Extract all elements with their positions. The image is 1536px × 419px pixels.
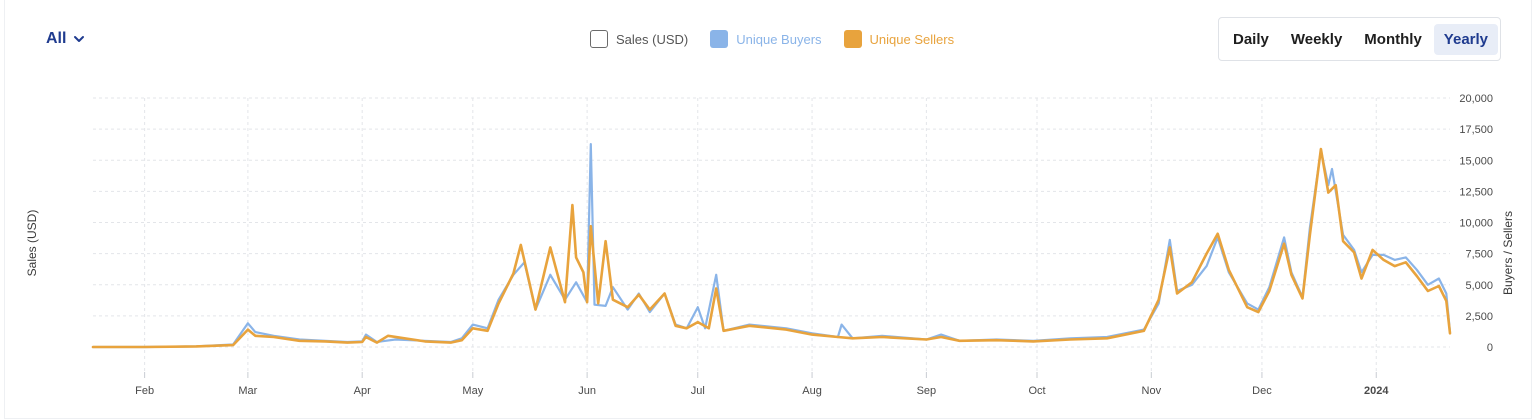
chart-series (91, 143, 1452, 349)
y-tick-label: 15,000 (1459, 155, 1493, 167)
right-axis-title: Buyers / Sellers (1501, 211, 1515, 295)
y-tick-label: 2,500 (1465, 311, 1493, 323)
x-axis-ticks: Feb Mar Apr May Jun Jul Aug Sep Oct Nov Dec 2024 (135, 385, 1389, 397)
x-tick-label: Sep (917, 385, 937, 397)
y-tick-label: 12,500 (1459, 186, 1493, 198)
y-axis-ticks: 20,000 17,500 15,000 12,500 10,000 7,500 5,000… (1459, 93, 1493, 354)
x-tick-label: Aug (802, 385, 822, 397)
range-yearly-button[interactable]: Yearly (1433, 23, 1499, 55)
legend-buyers[interactable]: Unique Buyers (710, 30, 822, 48)
range-weekly-button[interactable]: Weekly (1290, 30, 1343, 48)
left-axis-title: Sales (USD) (25, 210, 39, 277)
range-daily-button[interactable]: Daily (1233, 30, 1269, 48)
x-tick-label: Nov (1142, 385, 1162, 397)
y-tick-label: 20,000 (1459, 93, 1493, 105)
filter-dropdown[interactable]: All (46, 30, 86, 48)
filter-label: All (46, 30, 67, 47)
sellers-line (91, 147, 1452, 349)
legend-sellers-label: Unique Sellers (869, 31, 955, 47)
chevron-down-icon (74, 36, 85, 42)
y-tick-label: 7,500 (1465, 249, 1493, 261)
buyers-swatch[interactable] (710, 30, 729, 48)
range-selector: Daily Weekly Monthly Yearly (1218, 17, 1501, 61)
y-tick-label: 0 (1487, 342, 1493, 354)
chart-card (4, 0, 1532, 419)
x-tick-label: May (462, 385, 483, 397)
legend-sales-label: Sales (USD) (616, 31, 689, 47)
legend-sellers[interactable]: Unique Sellers (843, 30, 955, 48)
sellers-swatch[interactable] (843, 30, 862, 48)
chart-legend: Sales (USD) Unique Buyers Unique Sellers (590, 30, 954, 48)
x-tick-label: Oct (1028, 385, 1045, 397)
x-tick-label: Mar (238, 385, 257, 397)
y-tick-label: 17,500 (1459, 124, 1493, 136)
x-tick-label: Dec (1252, 385, 1272, 397)
x-tick-label: Jul (691, 385, 705, 397)
x-tick-label: Apr (354, 385, 371, 397)
y-tick-label: 10,000 (1459, 218, 1493, 230)
x-tick-label: Feb (135, 385, 154, 397)
range-monthly-button[interactable]: Monthly (1364, 30, 1422, 48)
y-tick-label: 5,000 (1465, 280, 1493, 292)
legend-sales[interactable]: Sales (USD) (590, 30, 688, 48)
legend-buyers-label: Unique Buyers (736, 31, 822, 47)
chart-grid (93, 97, 1450, 378)
x-tick-label: Jun (578, 385, 596, 397)
sales-checkbox[interactable] (590, 30, 608, 48)
x-tick-label: 2024 (1364, 385, 1389, 397)
buyers-line (91, 143, 1452, 349)
